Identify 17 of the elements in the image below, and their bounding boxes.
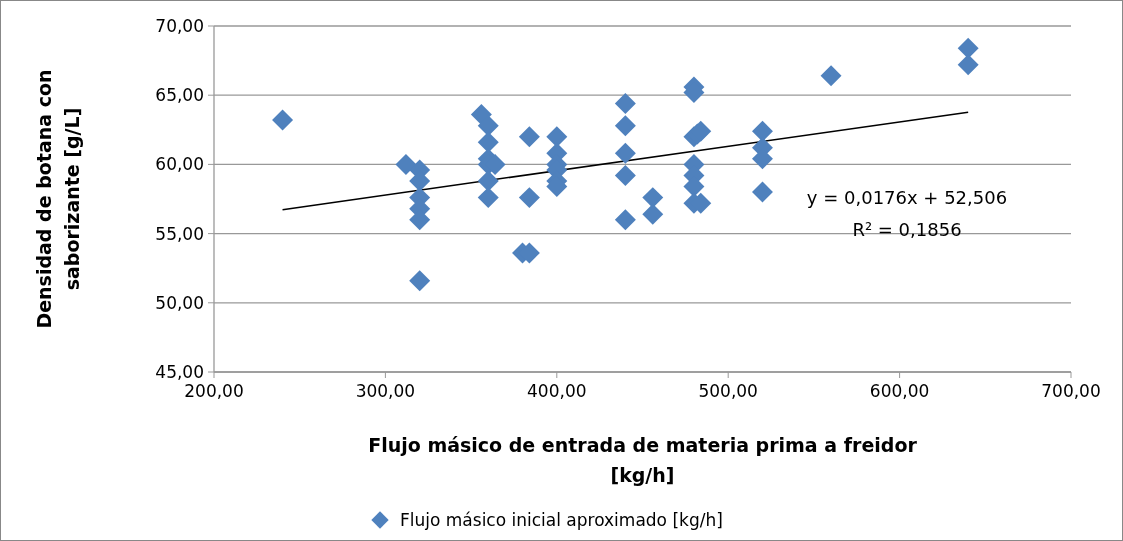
x-tick-label: 600,00 — [869, 381, 930, 401]
x-axis-title: Flujo másico de entrada de materia prima a freidor [kg/h] — [367, 433, 918, 488]
y-tick-label: 60,00 — [155, 154, 204, 175]
y-tick-label: 55,00 — [155, 223, 204, 244]
x-tick-label: 200,00 — [184, 381, 244, 401]
y-tick-label: 45,00 — [155, 361, 204, 382]
y-axis-title: Densidad de botana con saborizante [g/L] — [32, 68, 84, 331]
x-tick-label: 400,00 — [527, 381, 587, 401]
y-tick-label: 70,00 — [155, 15, 204, 36]
y-tick-label: 65,00 — [155, 85, 204, 106]
annotation: R² = 0,1856 — [852, 219, 962, 240]
annotation: y = 0,0176x + 52,506 — [806, 187, 1008, 208]
x-tick-label: 700,00 — [1041, 381, 1101, 401]
x-tick-label: 500,00 — [698, 381, 758, 401]
legend-label: Flujo másico inicial aproximado [kg/h] — [400, 509, 723, 530]
y-tick-label: 50,00 — [155, 292, 204, 313]
x-tick-label: 300,00 — [355, 381, 416, 401]
